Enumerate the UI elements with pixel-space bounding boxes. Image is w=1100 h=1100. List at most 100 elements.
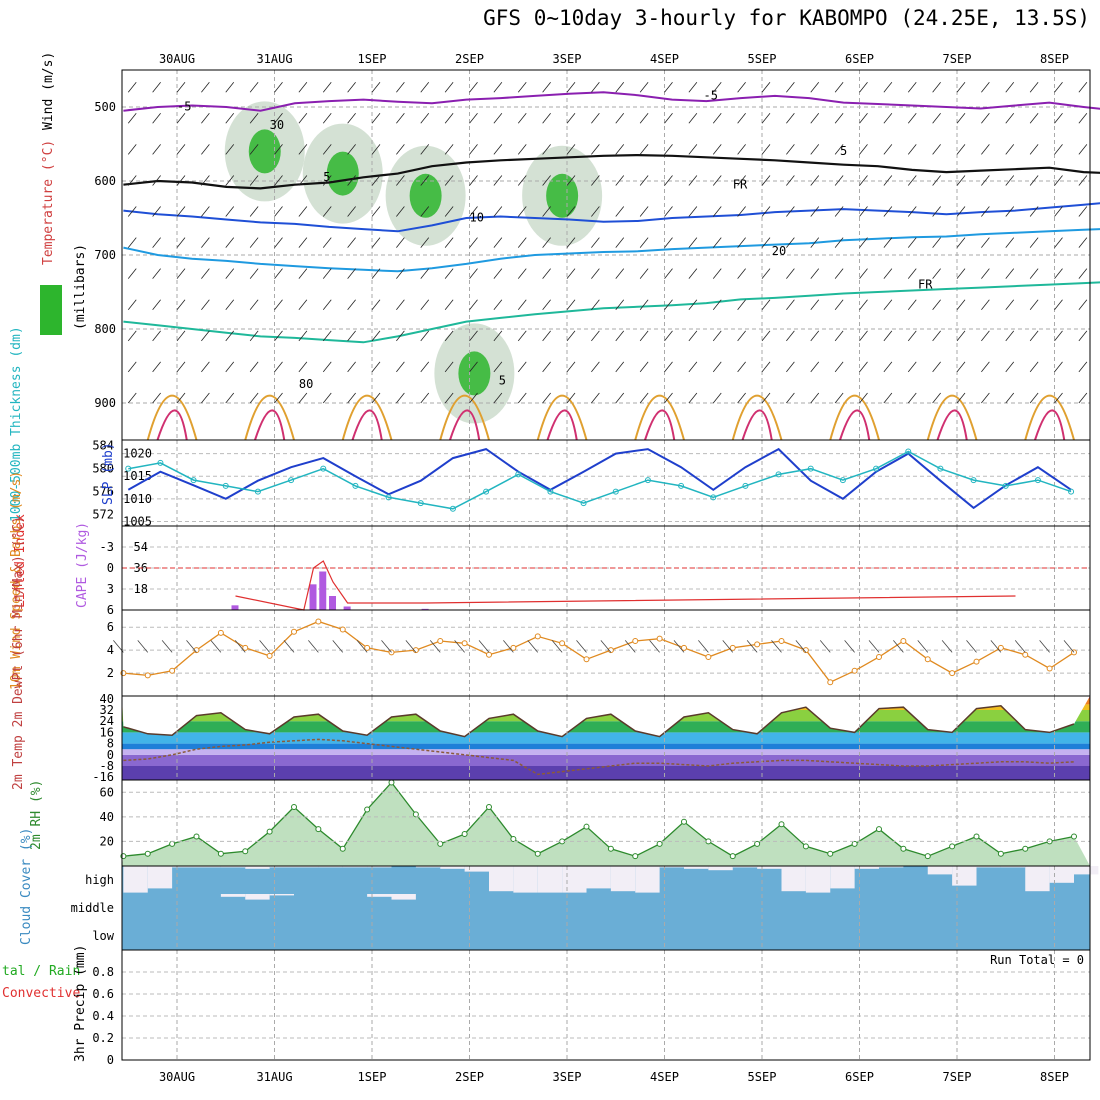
temp-tick-label: -16 [92, 770, 114, 784]
wind-barb [810, 268, 820, 279]
wind-barb [591, 392, 600, 404]
wind-speed-point [705, 654, 712, 661]
top-date-label: 3SEP [553, 52, 582, 66]
wind-barb [225, 113, 235, 124]
wind-barb [274, 268, 283, 279]
wind-barb [201, 113, 210, 124]
wind-speed-point [1046, 665, 1053, 672]
cloud-cell [610, 866, 636, 892]
wind-barb [1029, 144, 1039, 155]
cloud-cell [1049, 866, 1074, 883]
rh-point [242, 848, 249, 855]
wind-barb [907, 299, 917, 311]
wind-barb [517, 81, 527, 93]
wind-barb [1054, 206, 1063, 217]
wind-barb [761, 330, 771, 342]
wind-barb [566, 268, 576, 279]
wind-barb [493, 206, 503, 217]
wind-barb [225, 268, 235, 279]
wind-barb [127, 81, 137, 93]
wind-barb [298, 81, 308, 93]
thickness-point [254, 488, 261, 495]
wind-barb [834, 144, 844, 155]
wind-barb [883, 175, 893, 186]
contour-line-hot [351, 409, 383, 441]
cloud-cell [830, 866, 855, 889]
wind-barb [591, 113, 600, 124]
wind-barb [981, 144, 990, 155]
wind-speed-point [778, 637, 785, 644]
slp-tick-label: 1010 [123, 492, 152, 506]
thickness-point [807, 465, 814, 472]
wind-speed-point [169, 667, 176, 674]
cloud-cell [659, 866, 684, 868]
wind-barb [566, 206, 576, 217]
wind-barb [493, 113, 503, 124]
rh-point [607, 845, 614, 852]
rh-point [802, 843, 809, 850]
contour-line-warm [829, 394, 880, 441]
wind-barb [1029, 175, 1039, 186]
cloud-cell [732, 866, 758, 868]
wind-barb [249, 330, 259, 342]
wind-barb [347, 299, 356, 311]
wind-barb [201, 237, 210, 248]
wind-barb [201, 175, 210, 186]
wind-barb [493, 330, 503, 342]
wind-barb [712, 299, 722, 311]
wind-barb [176, 144, 186, 155]
rh-legend-swatch [40, 285, 62, 335]
wind-barb [322, 330, 332, 342]
cloud-cell [440, 866, 465, 869]
wind-barb [859, 330, 868, 342]
thickness-tick-label: 580 [92, 462, 114, 476]
wind-barb [615, 299, 625, 311]
wind-speed-point [510, 644, 517, 651]
wind-barb [420, 361, 430, 373]
cloud-axis-label: Cloud Cover (%) [19, 828, 34, 945]
wind-barb [859, 206, 868, 217]
wind-barb [152, 299, 161, 311]
wind-barb [444, 237, 454, 248]
wind-barb [566, 81, 576, 93]
wind-barb [868, 640, 880, 653]
wind-barb [420, 144, 430, 155]
wind-barb [932, 144, 941, 155]
wind-barb [932, 330, 941, 342]
wind-barb [859, 113, 868, 124]
rh-point [193, 833, 200, 840]
wind-barb [712, 206, 722, 217]
wind-barb [932, 81, 941, 93]
wind-barb [444, 113, 454, 124]
wind-barb [737, 113, 746, 124]
wind-barb [542, 268, 551, 279]
wind-barb [322, 113, 332, 124]
lifted-tick-label: -3 [100, 540, 114, 554]
cloud-cell [245, 866, 270, 869]
thickness-point [449, 505, 456, 512]
cloud-cell [1000, 866, 1026, 868]
wind-barb [201, 144, 210, 155]
wind-barb [761, 144, 771, 155]
wind-barb [176, 81, 186, 93]
wind-barb [834, 299, 844, 311]
rh-point [412, 811, 419, 818]
cape-tick-label: 54 [134, 540, 148, 554]
wind-barb [834, 206, 844, 217]
wind-barb [274, 237, 283, 248]
wind-speed-point [461, 640, 468, 647]
wind-barb [137, 640, 149, 653]
rh-core [248, 129, 281, 174]
wind-barb [493, 299, 503, 311]
cloud-cell [635, 866, 660, 893]
thickness-point [873, 465, 880, 472]
wind-barb [1029, 361, 1039, 373]
wind-barb [420, 175, 430, 186]
contour-label: 5 [840, 144, 847, 158]
contour-line-hot [839, 409, 871, 441]
cloud-cell [976, 866, 1001, 868]
contour-line-warm [439, 394, 490, 441]
rh-point [534, 850, 541, 857]
wind-barb [469, 268, 478, 279]
wind-barb [517, 330, 527, 342]
